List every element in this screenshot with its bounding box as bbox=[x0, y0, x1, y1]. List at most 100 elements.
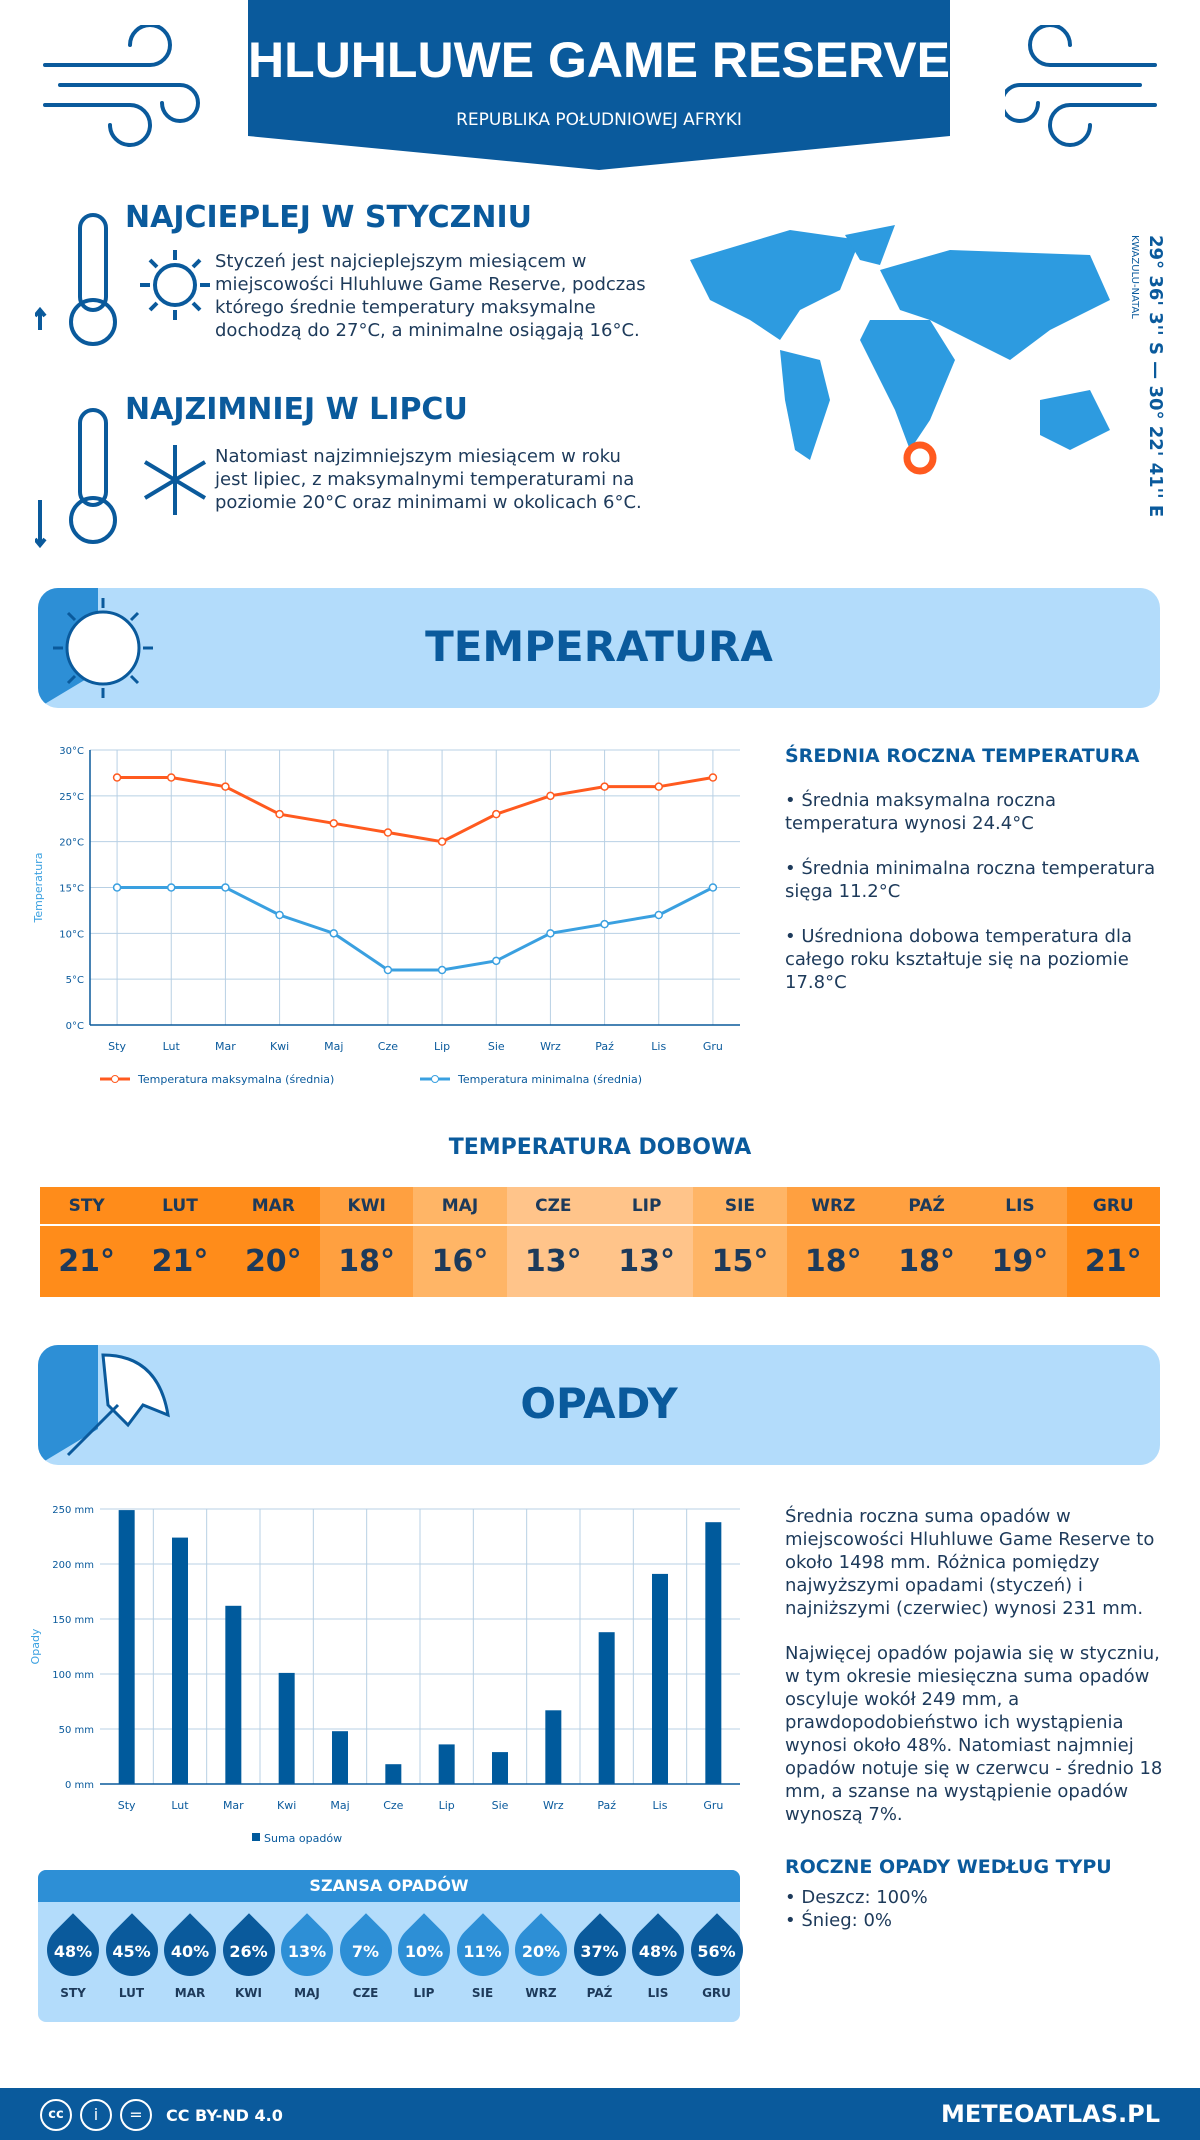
no-derivatives-icon: = bbox=[120, 2099, 152, 2131]
site-link[interactable]: METEOATLAS.PL bbox=[940, 2100, 1160, 2128]
y-tick-label: 5°C bbox=[66, 975, 84, 986]
y-tick-label: 100 mm bbox=[52, 1670, 94, 1681]
precip-title: OPADY bbox=[520, 1379, 678, 1428]
warmest-title: NAJCIEPLEJ W STYCZNIU bbox=[125, 200, 533, 235]
thermometer-sun-icon bbox=[35, 213, 210, 346]
coldest-title: NAJZIMNIEJ W LIPCU bbox=[125, 392, 468, 427]
temperature-summary-title: ŚREDNIA ROCZNA TEMPERATURA bbox=[785, 745, 1140, 767]
daily-value: 21° bbox=[40, 1224, 134, 1297]
region-text: KWAZULU-NATAL bbox=[1129, 235, 1140, 319]
x-tick-label: Lis bbox=[653, 1799, 668, 1812]
attribution-icon: i bbox=[80, 2099, 112, 2131]
daily-month: LUT bbox=[133, 1187, 227, 1225]
y-tick-label: 10°C bbox=[59, 929, 84, 940]
daily-month: PAŹ bbox=[879, 1187, 974, 1225]
legend-marker bbox=[111, 1075, 119, 1083]
precip-chance-item: 7% CZE bbox=[328, 1913, 403, 2000]
precip-chance-item: 56% GRU bbox=[679, 1913, 754, 2000]
footer: cc i = CC BY-ND 4.0 METEOATLAS.PL bbox=[0, 2088, 1200, 2140]
thermometer-snowflake-icon bbox=[35, 408, 207, 549]
chance-month: KWI bbox=[235, 1986, 262, 2000]
x-tick-label: Sty bbox=[108, 1040, 126, 1053]
daily-value: 21° bbox=[133, 1224, 227, 1297]
page-title: HLUHLUWE GAME RESERVE bbox=[248, 32, 950, 88]
x-tick-label: Cze bbox=[383, 1799, 403, 1812]
y-tick-label: 250 mm bbox=[52, 1505, 94, 1516]
data-point bbox=[275, 910, 284, 920]
y-tick-label: 20°C bbox=[59, 838, 84, 849]
x-tick-label: Mar bbox=[215, 1040, 236, 1053]
y-tick-label: 50 mm bbox=[59, 1725, 94, 1736]
precip-text-2: Najwięcej opadów pojawia się w styczniu,… bbox=[785, 1643, 1163, 1825]
precipitation-chart: 0 mm 50 mm 100 mm 150 mm 200 mm 250 mm Sty Lut M… bbox=[30, 1505, 740, 1845]
data-point bbox=[600, 782, 609, 791]
chance-month: STY bbox=[60, 1986, 86, 2000]
data-point bbox=[383, 965, 393, 975]
precip-chance-item: 13% MAJ bbox=[270, 1913, 344, 2000]
bar bbox=[438, 1744, 455, 1784]
cc-icon: cc bbox=[40, 2099, 72, 2131]
precip-chance-item: 40% MAR bbox=[153, 1913, 227, 2000]
precip-section-header: OPADY bbox=[38, 1345, 1160, 1465]
x-tick-label: Lis bbox=[651, 1040, 666, 1053]
location-marker bbox=[903, 441, 937, 475]
precip-type-snow: • Śnieg: 0% bbox=[785, 1910, 893, 1931]
chance-value: 11% bbox=[463, 1942, 502, 1961]
x-tick-label: Cze bbox=[378, 1040, 398, 1053]
chance-month: PAŹ bbox=[586, 1986, 613, 2000]
daily-value: 19° bbox=[973, 1224, 1067, 1297]
data-point bbox=[437, 965, 447, 975]
chance-month: LIP bbox=[413, 1986, 435, 2000]
daily-month: STY bbox=[40, 1187, 134, 1225]
precip-summary: Średnia roczna suma opadów w miejscowośc… bbox=[785, 1505, 1165, 1932]
y-tick-label: 15°C bbox=[59, 884, 84, 895]
series-line bbox=[117, 886, 714, 972]
precip-type-title: ROCZNE OPADY WEDŁUG TYPU bbox=[785, 1856, 1112, 1878]
temperature-summary: ŚREDNIA ROCZNA TEMPERATURA • Średnia mak… bbox=[785, 745, 1165, 1016]
x-tick-label: Lip bbox=[439, 1799, 455, 1812]
chance-value: 48% bbox=[53, 1942, 93, 1961]
daily-month: SIE bbox=[693, 1187, 787, 1225]
daily-month: MAJ bbox=[413, 1187, 507, 1225]
chance-month: CZE bbox=[352, 1986, 379, 2000]
world-map bbox=[690, 225, 1110, 475]
daily-value: 18° bbox=[786, 1224, 880, 1297]
precip-chance-item: 20% WRZ bbox=[504, 1913, 578, 2000]
data-point bbox=[600, 919, 609, 929]
chance-month: MAR bbox=[174, 1986, 206, 2000]
temperature-chart: 0°C 5°C 10°C 15°C 20°C 25°C 30°C Sty Lut Mar Kwi Ma… bbox=[32, 746, 740, 1086]
daily-value: 13° bbox=[599, 1224, 694, 1297]
umbrella-icon bbox=[66, 1353, 170, 1457]
bar bbox=[278, 1672, 295, 1784]
data-point bbox=[167, 883, 176, 892]
data-point bbox=[329, 819, 338, 828]
data-point bbox=[546, 791, 555, 801]
bar bbox=[225, 1605, 242, 1784]
chance-month: MAJ bbox=[294, 1986, 320, 2000]
x-tick-label: Maj bbox=[330, 1799, 349, 1812]
data-point bbox=[492, 956, 501, 966]
legend-swatch bbox=[252, 1833, 260, 1841]
chance-value: 20% bbox=[521, 1942, 561, 1961]
daily-value: 13° bbox=[506, 1224, 600, 1297]
legend-label: Temperatura maksymalna (średnia) bbox=[137, 1073, 334, 1086]
chance-month: WRZ bbox=[525, 1986, 557, 2000]
data-point bbox=[654, 910, 663, 920]
data-point bbox=[221, 782, 230, 791]
y-axis-label: Temperatura bbox=[32, 853, 45, 924]
data-point bbox=[167, 773, 176, 782]
x-tick-label: Sie bbox=[492, 1799, 509, 1812]
data-point bbox=[708, 773, 718, 782]
data-point bbox=[437, 837, 447, 846]
precip-chance-item: 26% KWI bbox=[211, 1913, 286, 2000]
bar bbox=[332, 1731, 348, 1784]
precip-chance-item: 48% STY bbox=[36, 1913, 110, 2000]
x-tick-label: Sty bbox=[118, 1799, 136, 1812]
data-point bbox=[708, 883, 718, 892]
bar bbox=[545, 1710, 562, 1784]
coldest-text: Natomiast najzimniejszym miesiącem w rok… bbox=[215, 446, 642, 513]
y-tick-label: 200 mm bbox=[52, 1560, 94, 1571]
precip-chance-title: SZANSA OPADÓW bbox=[38, 1870, 740, 1902]
precip-chance-item: 11% SIE bbox=[445, 1913, 520, 2000]
daily-month: WRZ bbox=[786, 1187, 880, 1225]
